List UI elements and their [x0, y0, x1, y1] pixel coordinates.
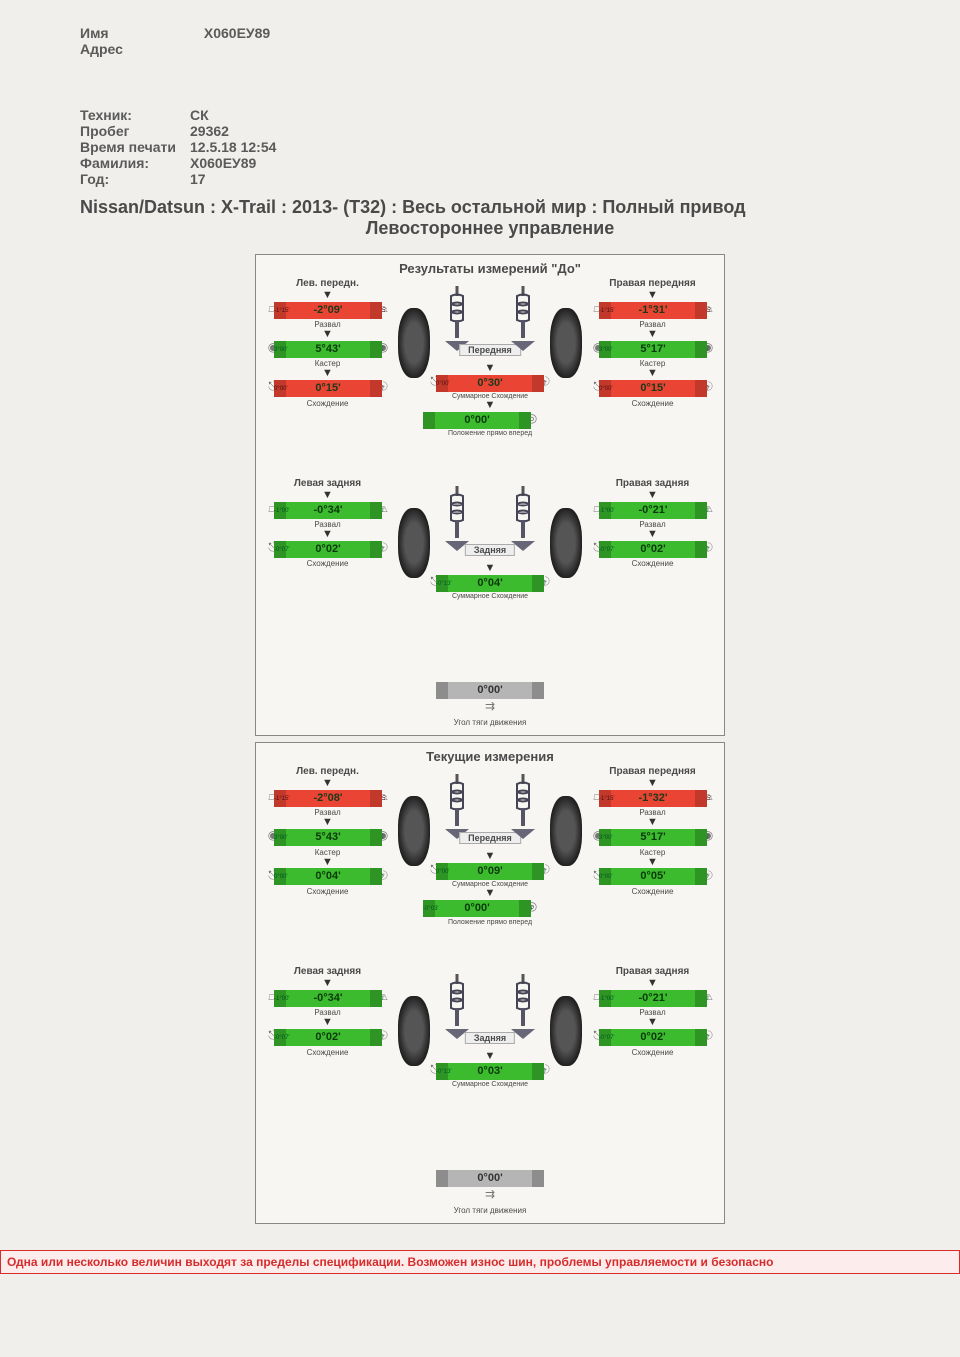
- left-wheel-col: Левая задняя▼⏢ -1°00'-0°34'0°20' ⏢Развал…: [260, 478, 395, 568]
- center-col: ▼⎋ 0°00'0°09'0°20' ⎋Суммарное Схождение▼…: [405, 851, 575, 925]
- wheel-label: Лев. передн.: [260, 766, 395, 777]
- gauge: 0°00': [448, 682, 532, 699]
- gauge: 0°00'0°15'0°10': [286, 380, 370, 397]
- info-print: Время печати12.5.18 12:54: [80, 139, 900, 155]
- wheel-label: Лев. передн.: [260, 278, 395, 289]
- thrust-row: 0°00' ⇉ Угол тяги движения: [260, 1170, 720, 1215]
- gauge: -1°00'-0°34'0°20': [286, 990, 370, 1007]
- panel-title: Результаты измерений "До": [260, 261, 720, 276]
- left-wheel-col: Лев. передн.▼⏢ -1°15'-2°09'-0°15' ⏢Разва…: [260, 278, 395, 408]
- left-wheel-col: Лев. передн.▼⏢ -1°15'-2°08'-0°15' ⏢Разва…: [260, 766, 395, 896]
- header-address-row: Адрес: [80, 41, 900, 57]
- gauge: -1°00'-0°34'0°20': [286, 502, 370, 519]
- wheel-label: Правая задняя: [585, 478, 720, 489]
- info-mileage: Пробег29362: [80, 123, 900, 139]
- gauge: -0°07'0°02'0°10': [611, 1029, 695, 1046]
- gauge: -0°13'0°03'0°20': [448, 1063, 532, 1080]
- gauge: -1°00'-0°21'0°20': [611, 502, 695, 519]
- gauge: -1°00'-0°21'0°20': [611, 990, 695, 1007]
- gauge: 3°00'5°43'5°45': [286, 829, 370, 846]
- info-surname: Фамилия:X060EУ89: [80, 155, 900, 171]
- strut-icon: [498, 286, 548, 356]
- page: Имя X060EУ89 Адрес Техник:СК Пробег29362…: [0, 0, 960, 1230]
- toe-label: Схождение: [260, 887, 395, 896]
- name-value: X060EУ89: [204, 25, 270, 41]
- wheel-label: Левая задняя: [260, 478, 395, 489]
- gauge: -1°15'-2°08'-0°15': [286, 790, 370, 807]
- gauge: -0°07'0°02'0°10': [286, 1029, 370, 1046]
- warning-bar: Одна или несколько величин выходят за пр…: [0, 1250, 960, 1274]
- panel-current: Текущие измерения Лев. передн.▼⏢ -1°15'-…: [255, 742, 725, 1224]
- toe-label: Схождение: [260, 559, 395, 568]
- steer-ahead-label: Положение прямо вперед: [405, 430, 575, 437]
- panel-title: Текущие измерения: [260, 749, 720, 764]
- thrust-label: Угол тяги движения: [260, 718, 720, 727]
- strut-icon: [498, 974, 548, 1044]
- toe-label: Схождение: [260, 399, 395, 408]
- rear-axle: Левая задняя▼⏢ -1°00'-0°34'0°20' ⏢Развал…: [260, 966, 720, 1166]
- gauge: -0°03'0°00'0°03': [435, 900, 519, 917]
- toe-label: Схождение: [585, 559, 720, 568]
- gauge: -1°15'-1°32'-0°15': [611, 790, 695, 807]
- toe-label: Схождение: [260, 1048, 395, 1057]
- strut-icon: [498, 774, 548, 844]
- gauge: -0°13'0°04'0°20': [448, 575, 532, 592]
- thrust-icon: ⇉: [481, 1187, 499, 1205]
- vehicle-title: Nissan/Datsun : X-Trail : 2013- (T32) : …: [80, 197, 900, 218]
- gauge: 3°00'5°43'5°45': [286, 341, 370, 358]
- center-col: ▼⎋ 0°00'0°30'0°20' ⎋Суммарное Схождение▼…: [405, 363, 575, 437]
- wheel-label: Правая передняя: [585, 766, 720, 777]
- front-axle: Лев. передн.▼⏢ -1°15'-2°09'-0°15' ⏢Разва…: [260, 278, 720, 478]
- gauge: -1°15'-1°31'-0°15': [611, 302, 695, 319]
- name-label: Имя: [80, 25, 140, 41]
- panel-before: Результаты измерений "До" Лев. передн.▼⏢…: [255, 254, 725, 736]
- gauge: 3°00'5°17'5°45': [611, 829, 695, 846]
- address-label: Адрес: [80, 41, 140, 57]
- gauge: 0°00'0°15'0°10': [611, 380, 695, 397]
- left-wheel-col: Левая задняя▼⏢ -1°00'-0°34'0°20' ⏢Развал…: [260, 966, 395, 1056]
- rear-axle: Левая задняя▼⏢ -1°00'-0°34'0°20' ⏢Развал…: [260, 478, 720, 678]
- strut-icon: [498, 486, 548, 556]
- total-toe-label: Суммарное Схождение: [405, 593, 575, 600]
- front-axle: Лев. передн.▼⏢ -1°15'-2°08'-0°15' ⏢Разва…: [260, 766, 720, 966]
- right-wheel-col: Правая передняя▼⏢ -1°15'-1°32'-0°15' ⏢Ра…: [585, 766, 720, 896]
- toe-label: Схождение: [585, 1048, 720, 1057]
- gauge: 0°00'0°05'0°10': [611, 868, 695, 885]
- thrust-row: 0°00' ⇉ Угол тяги движения: [260, 682, 720, 727]
- panels: Результаты измерений "До" Лев. передн.▼⏢…: [80, 254, 900, 1230]
- gauge: 3°00'5°17'5°45': [611, 341, 695, 358]
- info-year: Год:17: [80, 171, 900, 187]
- steer-ahead-label: Положение прямо вперед: [405, 919, 575, 926]
- gauge: 0°00'0°09'0°20': [448, 863, 532, 880]
- thrust-icon: ⇉: [481, 699, 499, 717]
- gauge: 0°00'0°30'0°20': [448, 375, 532, 392]
- wheel-label: Правая передняя: [585, 278, 720, 289]
- gauge: 0°00': [435, 412, 519, 429]
- right-wheel-col: Правая задняя▼⏢ -1°00'-0°21'0°20' ⏢Разва…: [585, 966, 720, 1056]
- thrust-label: Угол тяги движения: [260, 1206, 720, 1215]
- info-tech: Техник:СК: [80, 107, 900, 123]
- header-name-row: Имя X060EУ89: [80, 25, 900, 41]
- gauge: -0°07'0°02'0°10': [611, 541, 695, 558]
- wheel-label: Правая задняя: [585, 966, 720, 977]
- right-wheel-col: Правая задняя▼⏢ -1°00'-0°21'0°20' ⏢Разва…: [585, 478, 720, 568]
- toe-label: Схождение: [585, 887, 720, 896]
- vehicle-subtitle: Левостороннее управление: [80, 218, 900, 239]
- gauge: 0°00': [448, 1170, 532, 1187]
- center-col: ▼⎋ -0°13'0°03'0°20' ⎋Суммарное Схождение: [405, 1051, 575, 1088]
- toe-label: Схождение: [585, 399, 720, 408]
- gauge: -1°15'-2°09'-0°15': [286, 302, 370, 319]
- gauge: -0°07'0°02'0°10': [286, 541, 370, 558]
- right-wheel-col: Правая передняя▼⏢ -1°15'-1°31'-0°15' ⏢Ра…: [585, 278, 720, 408]
- wheel-label: Левая задняя: [260, 966, 395, 977]
- gauge: 0°00'0°04'0°10': [286, 868, 370, 885]
- center-col: ▼⎋ -0°13'0°04'0°20' ⎋Суммарное Схождение: [405, 563, 575, 600]
- total-toe-label: Суммарное Схождение: [405, 1081, 575, 1088]
